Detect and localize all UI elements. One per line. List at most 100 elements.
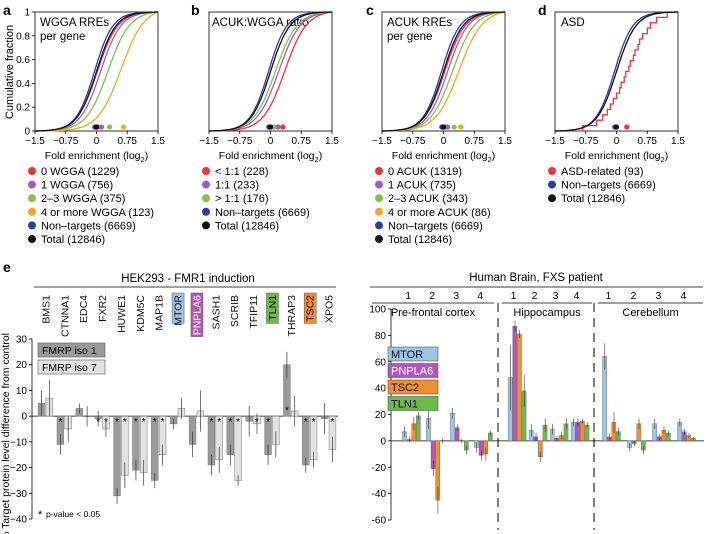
legend-label: ASD-related (93) xyxy=(561,166,644,178)
legend-dot xyxy=(375,221,383,230)
significance-star: * xyxy=(115,417,119,428)
sample-label: 4 xyxy=(681,290,687,302)
region-label: Cerebellum xyxy=(622,307,678,319)
legend-label: Non–targets (6669) xyxy=(388,220,483,232)
y-tick-label: 40 xyxy=(375,384,387,395)
category-label: SCRIB xyxy=(229,295,241,327)
legend-label: TLN1 xyxy=(391,399,418,411)
significance-star: * xyxy=(228,417,232,428)
category-label: HUWE1 xyxy=(116,295,128,333)
legend-swatch xyxy=(387,363,439,378)
legend-label: 0 ACUK (1319) xyxy=(388,166,462,178)
legend-label: Total (12846) xyxy=(561,193,625,205)
x-axis-label: Fold enrichment (log2) xyxy=(565,150,668,164)
panel-letter-b: b xyxy=(191,2,200,18)
legend-label: 2–3 ACUK (343) xyxy=(388,193,468,205)
y-tick-label: 0.6 xyxy=(16,55,30,66)
bar xyxy=(580,420,585,442)
sample-label: 3 xyxy=(553,290,559,302)
legend-dot xyxy=(28,207,36,216)
y-tick-label: −30 xyxy=(10,489,27,500)
legend-dot xyxy=(375,194,383,203)
legend-label: FMRP iso 1 xyxy=(42,345,97,357)
cdf-title: ACUK:WGGA ratio xyxy=(212,17,309,29)
cdf-curve xyxy=(35,11,159,132)
y-tick-label: 0.4 xyxy=(16,79,30,90)
legend-label: < 1:1 (228) xyxy=(215,166,269,178)
y-tick-label: 30 xyxy=(16,335,28,346)
x-tick-label: −0.75 xyxy=(400,136,426,147)
sample-label: 1 xyxy=(405,290,411,302)
significance-star: * xyxy=(96,417,100,428)
legend-label: > 1:1 (176) xyxy=(215,193,269,205)
category-label: TFIP11 xyxy=(248,295,260,329)
legend-dot xyxy=(548,167,556,175)
x-tick-label: 1.5 xyxy=(151,136,165,147)
brain-title: Human Brain, FXS patient xyxy=(469,272,603,284)
legend-label: 1 WGGA (756) xyxy=(41,180,113,192)
y-tick-label: 20 xyxy=(375,410,387,421)
highlight-box xyxy=(266,292,279,324)
legend-swatch xyxy=(37,359,106,375)
y-tick-label: −10 xyxy=(10,437,27,448)
category-label: EDC4 xyxy=(78,295,90,323)
footnote-star: * xyxy=(38,509,43,521)
x-tick-label: 0 xyxy=(268,136,274,147)
significance-star: * xyxy=(142,417,146,428)
median-dot xyxy=(275,124,281,130)
legend-label: 1:1 (233) xyxy=(215,180,259,192)
significance-star: * xyxy=(123,417,127,428)
highlight-box xyxy=(303,292,317,324)
legend-label: Total (12846) xyxy=(388,234,452,246)
region-label: Pre-frontal cortex xyxy=(391,307,476,319)
sample-label: 2 xyxy=(429,290,435,302)
x-tick-label: −1.5 xyxy=(199,136,219,147)
highlight-box xyxy=(171,292,185,324)
panel-letter-a: a xyxy=(3,2,11,18)
category-label: MAP1B xyxy=(154,295,166,331)
y-tick-label: −20 xyxy=(10,463,27,474)
region-label: Hippocampus xyxy=(513,307,581,319)
sample-label: 1 xyxy=(606,290,612,302)
median-dot xyxy=(624,124,630,130)
y-tick-label: -40 xyxy=(372,489,387,500)
median-dot xyxy=(458,124,464,130)
hek293-bar-chart: HEK293 - FMR1 induction −40 −30 −20 −10 0 10 20… xyxy=(0,273,338,534)
legend-swatch xyxy=(387,346,439,362)
median-dot xyxy=(451,124,457,130)
sample-label: 1 xyxy=(511,290,517,302)
x-axis-label: Fold enrichment (log2) xyxy=(392,150,495,164)
legend-dot xyxy=(375,235,383,243)
sample-label: 2 xyxy=(631,290,637,302)
y-tick-label: 0 xyxy=(21,412,27,423)
legend-label: 4 or more ACUK (86) xyxy=(388,207,491,219)
legend-dot xyxy=(548,194,556,203)
sample-label: 3 xyxy=(656,290,662,302)
category-label: MTOR xyxy=(173,295,185,326)
cdf-title-line: per gene xyxy=(387,31,432,43)
category-label: THRAP3 xyxy=(286,295,298,337)
significance-star: * xyxy=(209,417,213,428)
median-dot xyxy=(445,124,451,130)
legend-swatch xyxy=(387,396,439,411)
cdf-curve xyxy=(209,11,332,132)
x-tick-label: 0.75 xyxy=(465,136,485,147)
significance-star: * xyxy=(255,417,259,428)
legend-label: PNPLA6 xyxy=(391,366,433,378)
x-tick-label: 0.75 xyxy=(292,136,312,147)
x-tick-label: 0 xyxy=(94,136,100,147)
x-axis-label: Fold enrichment (log2) xyxy=(45,150,148,164)
legend-label: 0 WGGA (1229) xyxy=(41,166,119,178)
x-tick-label: 1.5 xyxy=(325,136,339,147)
cdf-title-line: ACUK RREs xyxy=(387,17,452,29)
median-dot xyxy=(613,124,620,130)
x-tick-label: 0.75 xyxy=(118,136,138,147)
y-tick-label: 80 xyxy=(375,331,387,342)
y-tick-label: 10 xyxy=(16,386,28,397)
category-label: TLN1 xyxy=(267,295,279,321)
y-tick-label: 0 xyxy=(24,127,30,138)
y-tick-label: 0.8 xyxy=(16,31,30,42)
significance-star: * xyxy=(331,417,335,428)
